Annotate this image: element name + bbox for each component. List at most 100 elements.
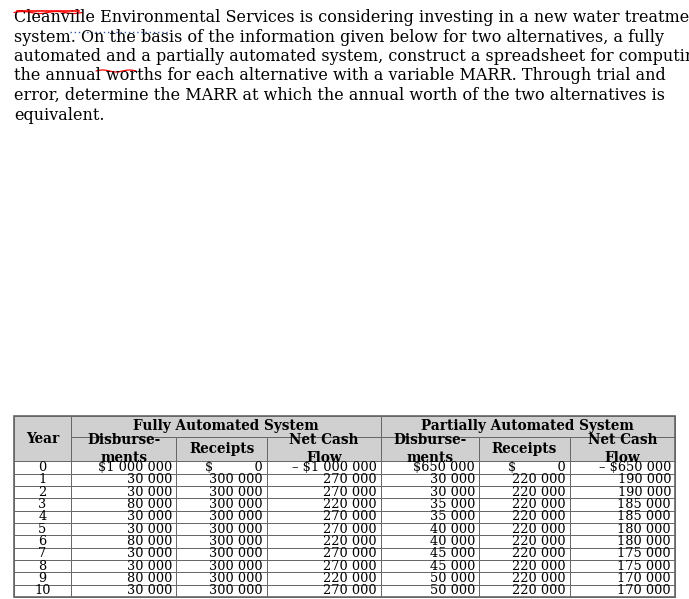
Bar xyxy=(380,536,479,547)
Bar xyxy=(14,510,71,523)
Bar xyxy=(267,547,380,560)
Text: – $1 000 000: – $1 000 000 xyxy=(291,461,377,474)
Bar xyxy=(570,474,675,486)
Bar xyxy=(176,523,267,536)
Bar xyxy=(176,585,267,597)
Bar xyxy=(267,486,380,498)
Bar xyxy=(71,560,176,572)
Bar xyxy=(570,547,675,560)
Bar xyxy=(176,572,267,585)
Bar xyxy=(176,486,267,498)
Bar xyxy=(380,523,479,536)
Text: Net Cash
Flow: Net Cash Flow xyxy=(588,434,657,465)
Text: 30 000: 30 000 xyxy=(127,585,172,597)
Bar xyxy=(71,523,176,536)
Text: 220 000: 220 000 xyxy=(512,547,566,560)
Text: 30 000: 30 000 xyxy=(430,486,475,498)
Text: 220 000: 220 000 xyxy=(512,559,566,573)
Bar xyxy=(479,536,570,547)
Text: Cleanville Environmental Services is considering investing in a new water treatm: Cleanville Environmental Services is con… xyxy=(14,9,689,26)
Text: 50 000: 50 000 xyxy=(430,572,475,585)
Bar xyxy=(71,585,176,597)
Bar xyxy=(380,416,675,437)
Bar xyxy=(176,536,267,547)
Bar xyxy=(71,536,176,547)
Bar xyxy=(479,523,570,536)
Text: 175 000: 175 000 xyxy=(617,559,671,573)
Text: 2: 2 xyxy=(39,486,47,498)
Text: 270 000: 270 000 xyxy=(323,547,377,560)
Text: 40 000: 40 000 xyxy=(430,522,475,536)
Text: 220 000: 220 000 xyxy=(512,522,566,536)
Text: 300 000: 300 000 xyxy=(209,522,263,536)
Bar xyxy=(71,474,176,486)
Text: 220 000: 220 000 xyxy=(512,486,566,498)
Bar xyxy=(479,572,570,585)
Text: – $650 000: – $650 000 xyxy=(599,461,671,474)
Text: 50 000: 50 000 xyxy=(430,585,475,597)
Bar xyxy=(380,498,479,510)
Bar xyxy=(71,498,176,510)
Bar xyxy=(176,547,267,560)
Bar xyxy=(380,474,479,486)
Text: 270 000: 270 000 xyxy=(323,522,377,536)
Bar xyxy=(570,486,675,498)
Bar xyxy=(570,510,675,523)
Text: 220 000: 220 000 xyxy=(323,535,377,548)
Text: 270 000: 270 000 xyxy=(323,585,377,597)
Bar xyxy=(71,461,176,474)
Bar xyxy=(570,437,675,461)
Text: 30 000: 30 000 xyxy=(127,510,172,524)
Bar xyxy=(14,461,71,474)
Bar xyxy=(14,498,71,510)
Text: 300 000: 300 000 xyxy=(209,585,263,597)
Bar xyxy=(570,498,675,510)
Text: 300 000: 300 000 xyxy=(209,510,263,524)
Text: 30 000: 30 000 xyxy=(127,473,172,486)
Text: 300 000: 300 000 xyxy=(209,547,263,560)
Bar xyxy=(14,474,71,486)
Text: 300 000: 300 000 xyxy=(209,486,263,498)
Text: 5: 5 xyxy=(39,522,47,536)
Text: system. On the basis of the information given below for two alternatives, a full: system. On the basis of the information … xyxy=(14,29,664,46)
Text: 30 000: 30 000 xyxy=(127,547,172,560)
Bar xyxy=(14,416,71,461)
Text: 45 000: 45 000 xyxy=(430,559,475,573)
Bar xyxy=(479,437,570,461)
Text: 30 000: 30 000 xyxy=(127,486,172,498)
Bar xyxy=(570,585,675,597)
Bar xyxy=(71,437,176,461)
Bar xyxy=(570,523,675,536)
Bar xyxy=(14,536,71,547)
Bar xyxy=(176,510,267,523)
Bar xyxy=(479,498,570,510)
Text: error, determine the MARR at which the annual worth of the two alternatives is: error, determine the MARR at which the a… xyxy=(14,87,665,104)
Text: $          0: $ 0 xyxy=(508,461,566,474)
Text: 185 000: 185 000 xyxy=(617,510,671,524)
Bar xyxy=(479,560,570,572)
Bar xyxy=(71,486,176,498)
Text: 220 000: 220 000 xyxy=(323,572,377,585)
Bar xyxy=(14,547,71,560)
Bar xyxy=(14,486,71,498)
Text: 4: 4 xyxy=(39,510,47,524)
Bar xyxy=(380,560,479,572)
Text: 10: 10 xyxy=(34,585,51,597)
Bar xyxy=(14,560,71,572)
Text: 3: 3 xyxy=(39,498,47,511)
Bar xyxy=(267,461,380,474)
Text: Receipts: Receipts xyxy=(189,442,254,456)
Text: 300 000: 300 000 xyxy=(209,559,263,573)
Text: 30 000: 30 000 xyxy=(127,522,172,536)
Bar xyxy=(380,572,479,585)
Text: Net Cash
Flow: Net Cash Flow xyxy=(289,434,358,465)
Text: 220 000: 220 000 xyxy=(512,585,566,597)
Bar xyxy=(14,585,71,597)
Text: 170 000: 170 000 xyxy=(617,572,671,585)
Text: Fully Automated System: Fully Automated System xyxy=(133,419,318,434)
Text: 270 000: 270 000 xyxy=(323,510,377,524)
Text: 270 000: 270 000 xyxy=(323,473,377,486)
Bar xyxy=(267,523,380,536)
Text: 170 000: 170 000 xyxy=(617,585,671,597)
Bar xyxy=(267,437,380,461)
